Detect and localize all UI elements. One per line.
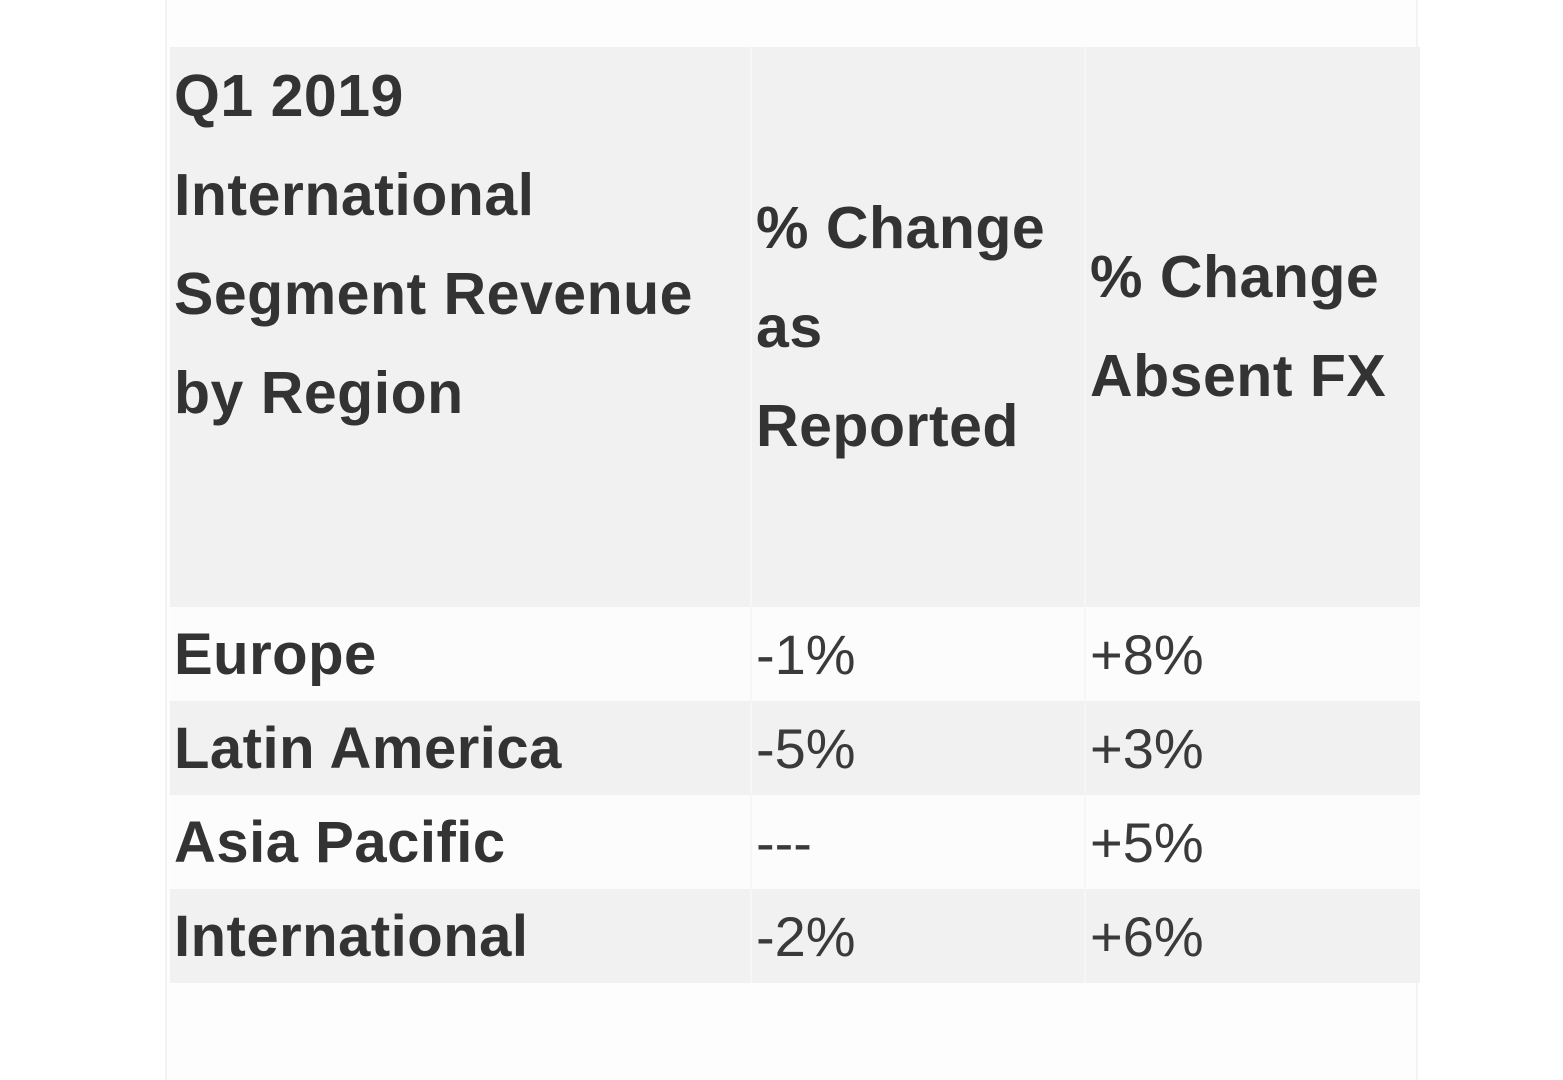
table-row: International -2% +6% [170, 889, 1420, 983]
table-header: Q1 2019 International Segment Revenue by… [170, 47, 1420, 607]
change-absent-fx-value: +8% [1090, 622, 1204, 686]
table-row: Europe -1% +8% [170, 607, 1420, 701]
region-name: International [170, 889, 752, 983]
change-absent-fx-value: +3% [1090, 716, 1204, 780]
change-reported-value: --- [751, 795, 1086, 889]
region-name: Latin America [170, 701, 752, 795]
change-reported-value: -1% [751, 607, 1086, 701]
region-name: Europe [170, 607, 752, 701]
table-row: Asia Pacific --- +5% [170, 795, 1420, 889]
change-absent-fx-value: +5% [1090, 810, 1204, 874]
change-reported-value: -5% [751, 701, 1086, 795]
table-body: Europe -1% +8% Latin America -5% +3% Asi… [170, 607, 1420, 983]
header-row: Q1 2019 International Segment Revenue by… [170, 47, 1420, 607]
change-absent-fx-value: +6% [1090, 904, 1204, 968]
header-change-reported: % Change as Reported [751, 47, 1086, 607]
header-change-absent-fx: % Change Absent FX [1090, 244, 1387, 409]
header-region: Q1 2019 International Segment Revenue by… [170, 47, 752, 607]
revenue-by-region-table: Q1 2019 International Segment Revenue by… [170, 47, 1420, 983]
region-name: Asia Pacific [170, 795, 752, 889]
document-page: Q1 2019 International Segment Revenue by… [165, 0, 1420, 1080]
change-reported-value: -2% [751, 889, 1086, 983]
table-row: Latin America -5% +3% [170, 701, 1420, 795]
